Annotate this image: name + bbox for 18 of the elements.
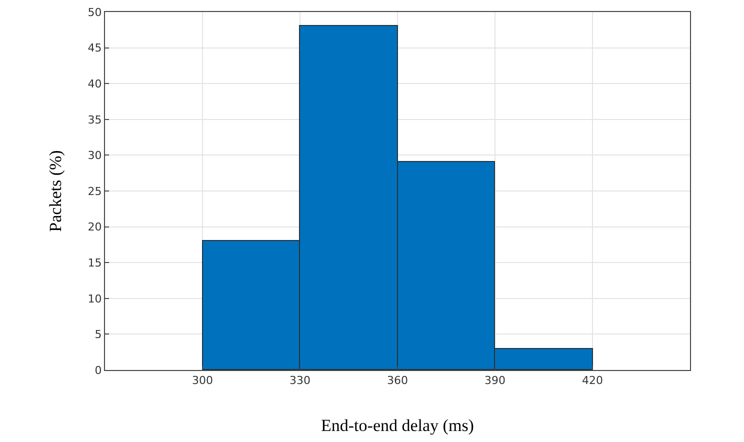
x-tick-label: 390 <box>484 374 506 388</box>
y-axis-title: Packets (%) <box>46 150 65 232</box>
y-tick-label: 20 <box>88 220 102 234</box>
x-tick-label: 300 <box>192 374 213 388</box>
x-tick-label: 360 <box>387 374 408 388</box>
y-tick-label: 25 <box>88 184 102 198</box>
y-tick-label: 5 <box>94 328 102 342</box>
y-tick-label: 0 <box>94 364 102 377</box>
y-tick-label: 30 <box>88 149 102 162</box>
x-tick-label: 420 <box>582 374 603 388</box>
y-tick-label: 40 <box>88 77 102 90</box>
y-tick-label: 45 <box>88 42 102 55</box>
x-tick-label: 330 <box>290 374 310 388</box>
y-tick-label: 35 <box>88 113 102 126</box>
y-tick-label: 10 <box>88 292 102 306</box>
x-axis-title: End-to-end delay (ms) <box>321 416 474 435</box>
y-tick-label: 15 <box>88 256 102 270</box>
y-tick-label: 50 <box>88 6 102 19</box>
